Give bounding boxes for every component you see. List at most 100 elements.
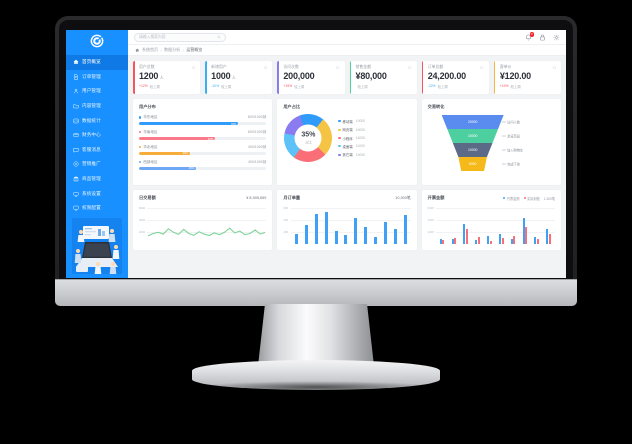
lock-icon[interactable]	[539, 34, 546, 41]
bar[interactable]	[489, 240, 492, 244]
chart-legend-item[interactable]: 实际到账	[523, 196, 540, 201]
stat-card-3[interactable]: 销售金额 ¥80,000 较上周	[349, 61, 417, 94]
bar[interactable]	[383, 221, 387, 244]
stat-value: 200,000	[283, 72, 339, 81]
bar[interactable]	[364, 226, 368, 244]
chart-panel-1: 月订单量 10,300笔 600 400 200	[277, 190, 417, 250]
bar[interactable]	[324, 212, 328, 244]
breadcrumb-separator: /	[160, 47, 162, 53]
bar[interactable]	[466, 228, 469, 244]
progress-fill: 78%	[139, 122, 239, 126]
bar[interactable]	[487, 236, 490, 244]
bar[interactable]	[314, 213, 318, 244]
funnel-segment-2[interactable]: 10000	[452, 143, 493, 157]
donut-legend-item[interactable]: 其它端 10000	[338, 152, 365, 157]
bar[interactable]	[442, 239, 445, 244]
bar[interactable]	[501, 238, 504, 244]
info-icon[interactable]	[408, 66, 412, 69]
stat-delta: +19%	[283, 83, 293, 88]
sidebar-item-9[interactable]: 系统设置	[66, 186, 128, 201]
funnel-segment-0[interactable]: 20000	[441, 115, 504, 129]
bar[interactable]	[536, 238, 539, 244]
brand-logo[interactable]	[66, 30, 128, 52]
info-icon[interactable]	[336, 66, 340, 69]
donut-legend-item[interactable]: 网页端 16000	[338, 127, 365, 132]
sidebar-item-label: 首页概览	[82, 59, 101, 65]
funnel-segment-1[interactable]: 15000	[447, 129, 499, 143]
stat-number: 200,000	[283, 71, 315, 81]
bar[interactable]	[498, 234, 501, 244]
sidebar-item-8[interactable]: 商品管理	[66, 172, 128, 187]
stat-card-4[interactable]: 订单总额 24,200.00 -22% 较上周	[421, 61, 489, 94]
donut-center-label: 占比	[305, 140, 312, 145]
sidebar-item-2[interactable]: 用户管理	[66, 84, 128, 99]
info-icon[interactable]	[480, 66, 484, 69]
sidebar-item-0[interactable]: 首页概览	[66, 55, 128, 70]
bar[interactable]	[477, 237, 480, 244]
progress-label: 华北地区	[143, 144, 158, 149]
stat-card-0[interactable]: 用户总数 1200 人 +12% 较上周	[133, 61, 201, 94]
donut-legend-item[interactable]: 小程序 14000	[338, 136, 365, 141]
legend-label: 其它端	[342, 153, 353, 158]
sidebar-item-7[interactable]: 营销推广	[66, 157, 128, 172]
funnel-segment-3[interactable]: 5000	[458, 157, 487, 171]
chart-legend-item[interactable]: 开票金额	[503, 196, 520, 201]
stat-header: 新增用户	[211, 65, 268, 70]
bar[interactable]	[525, 226, 528, 244]
progress-fill: 40%	[139, 151, 190, 156]
sidebar-item-1[interactable]: 订单管理	[66, 70, 128, 85]
bar[interactable]	[439, 239, 442, 244]
donut-legend-item[interactable]: 桌面端 11000	[338, 144, 365, 149]
progress-row-head: 华东地区 800/1000部	[139, 115, 266, 120]
breadcrumb-item-1[interactable]: 数据分析	[164, 47, 181, 52]
bar[interactable]	[510, 238, 513, 244]
info-icon[interactable]	[264, 66, 268, 69]
bar[interactable]	[374, 237, 377, 244]
bar[interactable]	[534, 237, 537, 244]
bell-icon[interactable]: 3	[525, 32, 534, 41]
monitor-chin	[55, 280, 577, 306]
info-icon[interactable]	[192, 66, 195, 69]
funnel-row: 10000 加入购物车	[442, 143, 523, 157]
info-icon[interactable]	[552, 66, 556, 69]
bar[interactable]	[548, 233, 551, 244]
chart-icon	[73, 118, 79, 124]
message-icon	[73, 147, 79, 153]
bar[interactable]	[513, 235, 516, 244]
stat-number: 24,200.00	[427, 71, 466, 81]
home-icon[interactable]	[135, 48, 140, 53]
bar[interactable]	[463, 224, 466, 244]
chart-row: 日交易额 ¥ 8,905,659 6000 4000 2000 月订单量 10,300笔 60…	[133, 190, 561, 250]
bar[interactable]	[305, 224, 309, 244]
bar[interactable]	[354, 217, 358, 244]
bar[interactable]	[451, 238, 454, 244]
breadcrumb-item-0[interactable]: 系统首页	[142, 47, 158, 52]
search-input[interactable]: 请输入搜索内容	[134, 32, 226, 42]
sidebar-item-4[interactable]: 数据统计	[66, 113, 128, 128]
sidebar-item-5[interactable]: 财务中心	[66, 128, 128, 143]
bar[interactable]	[475, 239, 478, 244]
sidebar-item-3[interactable]: 内容管理	[66, 99, 128, 114]
bar[interactable]	[344, 234, 348, 244]
stat-card-1[interactable]: 新增用户 1000 人 -10% 较上周	[205, 61, 273, 94]
donut-center: 35% 占比	[294, 124, 322, 152]
bar[interactable]	[334, 230, 338, 244]
bar-group	[496, 234, 507, 244]
donut-center-value: 35%	[301, 131, 316, 139]
bar[interactable]	[403, 214, 407, 244]
progress-count: 400/1000部	[247, 159, 267, 164]
search-icon	[217, 35, 221, 39]
bar[interactable]	[522, 218, 525, 244]
stat-card-5[interactable]: 客单价 ¥120.00 +10% 较上周	[493, 61, 562, 94]
bar[interactable]	[546, 228, 549, 244]
gear-icon[interactable]	[553, 34, 560, 41]
sidebar-item-6[interactable]: 客服消息	[66, 143, 128, 158]
stat-card-2[interactable]: 访问次数 200,000 +19% 较上周	[277, 61, 345, 94]
stat-delta: -10%	[211, 83, 220, 88]
legend-dot-icon	[338, 128, 341, 131]
bar[interactable]	[295, 233, 299, 244]
sidebar-item-10[interactable]: 权限配置	[66, 201, 128, 216]
bar[interactable]	[393, 228, 397, 244]
donut-legend-item[interactable]: 移动端 10000	[338, 119, 365, 124]
bar[interactable]	[454, 237, 457, 244]
